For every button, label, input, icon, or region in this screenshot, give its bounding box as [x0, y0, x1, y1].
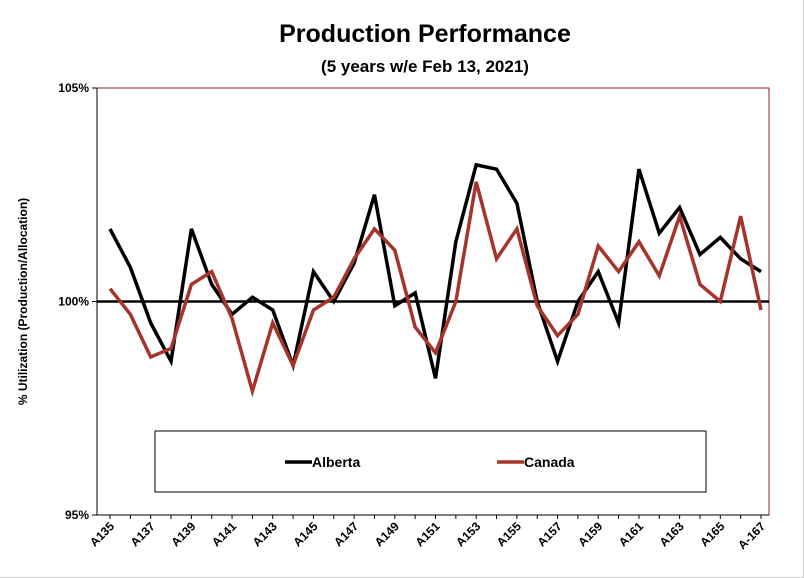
x-tick-label: A153: [453, 519, 483, 549]
x-tick-label: A151: [412, 519, 442, 549]
x-tick-label: A145: [290, 519, 320, 549]
legend-label-alberta: Alberta: [312, 454, 360, 470]
chart-subtitle: (5 years w/e Feb 13, 2021): [321, 57, 529, 76]
x-tick-label: A163: [657, 519, 687, 549]
x-tick-label: A137: [128, 519, 158, 549]
x-tick-label: A143: [250, 519, 280, 549]
x-tick-label: A165: [697, 519, 727, 549]
y-tick-label: 100%: [58, 295, 89, 309]
x-tick-label: A161: [616, 519, 646, 549]
y-tick-label: 95%: [65, 508, 89, 522]
x-tick-label: A147: [331, 519, 361, 549]
legend-label-canada: Canada: [524, 454, 575, 470]
x-tick-label: A159: [575, 519, 605, 549]
x-tick-label: A141: [209, 519, 239, 549]
y-axis-label: % Utilization (Production/Allocation): [16, 198, 30, 405]
legend: [154, 430, 707, 493]
y-tick-label: 105%: [58, 81, 89, 95]
x-tick-label: A149: [372, 519, 402, 549]
x-tick-label: A157: [534, 519, 564, 549]
x-tick-label: A135: [87, 519, 117, 549]
chart-title: Production Performance: [279, 20, 571, 48]
x-tick-label: A-167: [735, 519, 768, 552]
x-tick-label: A139: [168, 519, 198, 549]
x-tick-label: A155: [494, 519, 524, 549]
